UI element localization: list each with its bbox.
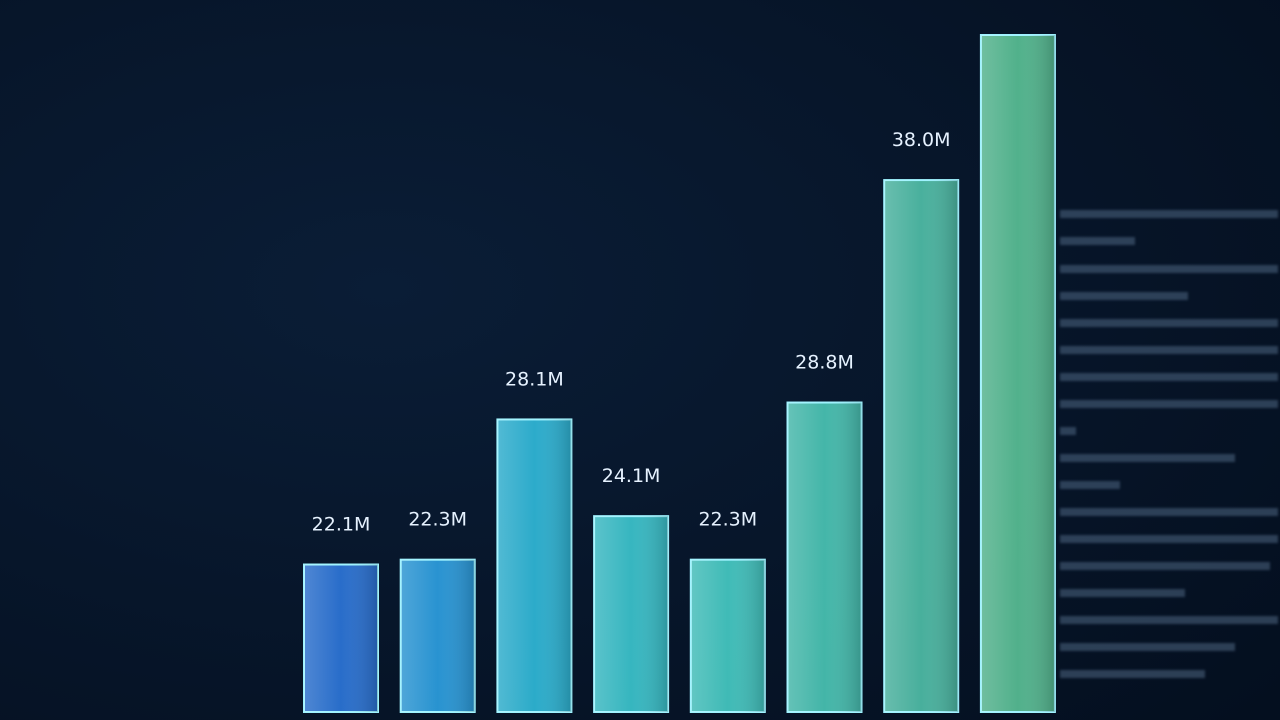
bar-shade: [304, 564, 378, 712]
bar-shade: [400, 559, 475, 712]
value-label: 22.3M: [408, 509, 467, 531]
value-label: 38.0M: [892, 129, 951, 151]
value-label: 22.1M: [312, 514, 371, 536]
value-label: 24.1M: [602, 465, 661, 487]
bar-shade: [594, 516, 669, 712]
bar-shade: [884, 180, 959, 713]
bar-shade: [980, 35, 1055, 712]
value-label: 28.1M: [505, 368, 564, 390]
value-label: 28.8M: [795, 352, 854, 374]
bar-shade: [497, 419, 572, 712]
value-label: 22.3M: [698, 509, 757, 531]
bar-shade: [787, 402, 862, 712]
decorative-text-block: [1060, 210, 1278, 678]
bar-shade: [690, 559, 765, 712]
